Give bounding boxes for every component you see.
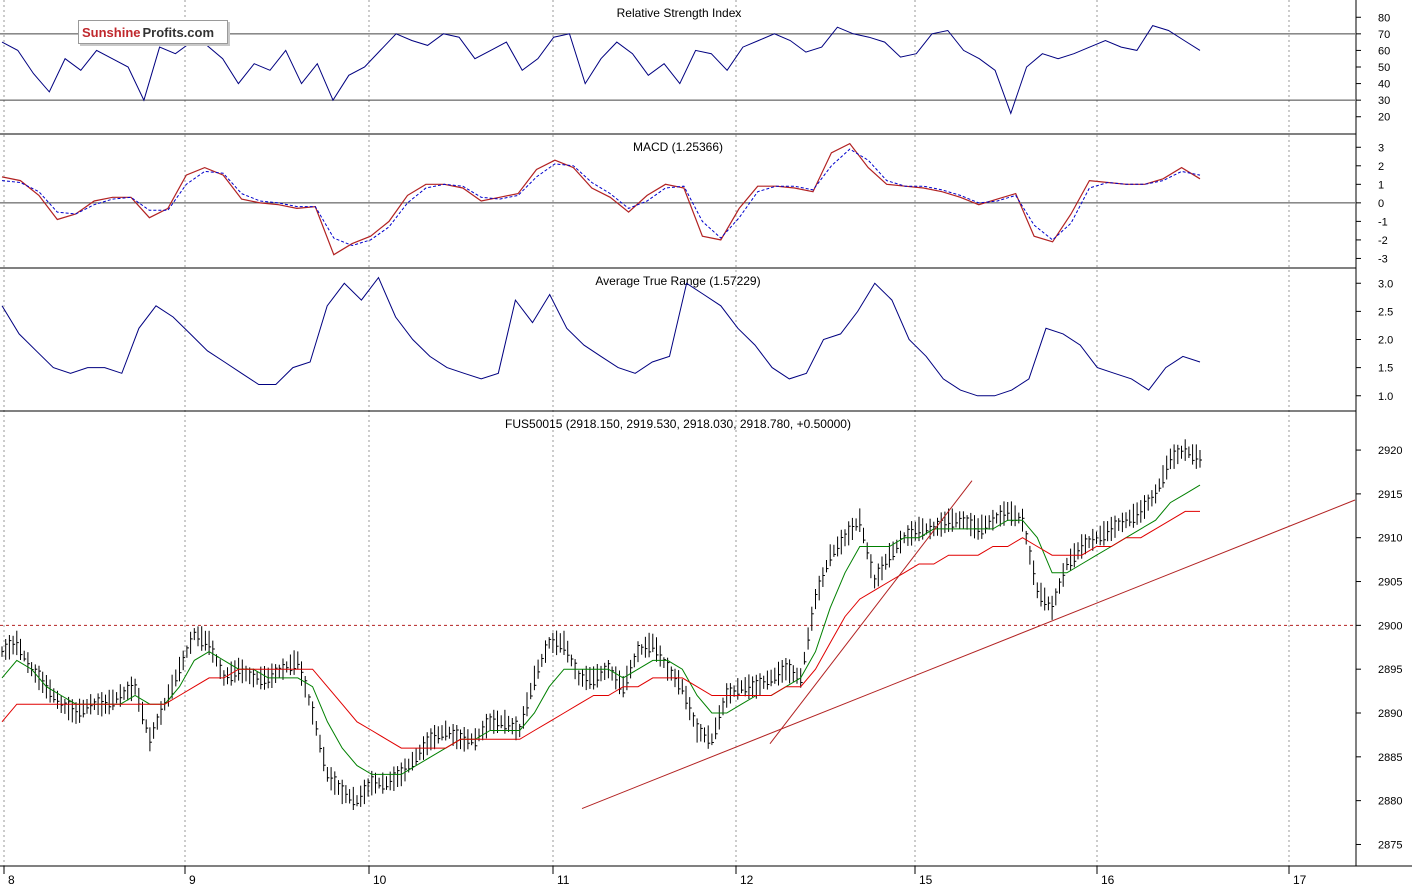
x-axis-labels: 8 9 10 11 12 15 16 17 [3,866,1307,887]
y-tick-label: 2905 [1378,577,1402,589]
steep-trendline [769,480,973,744]
y-tick-label: 60 [1378,45,1390,57]
atr-line [1,276,1201,397]
y-tick-label: 40 [1378,79,1390,91]
y-tick-label: 2900 [1378,620,1402,632]
x-tick-label: 16 [1101,873,1115,887]
y-tick-label: 50 [1378,62,1390,74]
y-tick-label: 1.5 [1378,363,1393,375]
y-tick-label: 80 [1378,12,1390,24]
x-tick-label: 8 [8,873,15,887]
y-tick-label: 2.0 [1378,335,1393,347]
y-tick-label: 2 [1378,161,1384,173]
x-tick-label: 9 [189,873,196,887]
moving-average-fast [1,484,1201,775]
y-tick-label: 70 [1378,29,1390,41]
y-tick-label: 2.5 [1378,306,1393,318]
macd-panel [0,142,1355,256]
y-tick-label: 3.0 [1378,278,1393,290]
y-tick-label: 2890 [1378,708,1402,720]
macd-title: MACD (1.25366) [633,140,723,154]
y-tick-label: 2910 [1378,533,1402,545]
y-tick-label: 30 [1378,95,1390,107]
y-tick-label: 0 [1378,198,1384,210]
moving-average-slow [1,510,1200,749]
rsi-line [1,25,1201,115]
logo-part-1: Sunshine [79,24,141,40]
y-tick-label: 1 [1378,179,1384,191]
y-tick-label: 2875 [1378,839,1402,851]
x-tick-label: 10 [373,873,387,887]
price-title: FUS50015 (2918.150, 2919.530, 2918.030, … [505,417,851,431]
x-tick-label: 17 [1293,873,1307,887]
sunshine-profits-logo[interactable]: Sunshine Profits.com [78,20,228,44]
y-tick-label: 1.0 [1378,391,1393,403]
y-tick-label: 2915 [1378,489,1402,501]
y-tick-label: 20 [1378,112,1390,124]
y-tick-label: 3 [1378,142,1384,154]
y-tick-label: 2885 [1378,752,1402,764]
y-tick-label: -2 [1378,235,1388,247]
macd-signal-line [1,148,1201,247]
y-tick-label: -3 [1378,253,1388,265]
y-tick-label: 2895 [1378,664,1402,676]
rsi-title: Relative Strength Index [617,6,742,20]
atr-title: Average True Range (1.57229) [595,274,760,288]
y-tick-label: -1 [1378,216,1388,228]
panel-borders [0,0,1412,867]
logo-part-2: Profits.com [140,24,219,40]
atr-panel [1,276,1201,397]
x-tick-label: 12 [740,873,754,887]
long-trendline [581,499,1356,809]
macd-line [1,142,1201,256]
y-tick-label: 2920 [1378,445,1402,457]
x-tick-label: 11 [557,873,570,887]
price-panel [0,439,1356,810]
grid-lines [3,0,1290,866]
y-axis-labels: 80 70 60 50 40 30 20 3 2 1 0 -1 -2 -3 3.0 2.5 2.0 1.5 1.0 2… [1356,12,1402,851]
x-tick-label: 15 [919,873,933,887]
y-tick-label: 2880 [1378,796,1402,808]
